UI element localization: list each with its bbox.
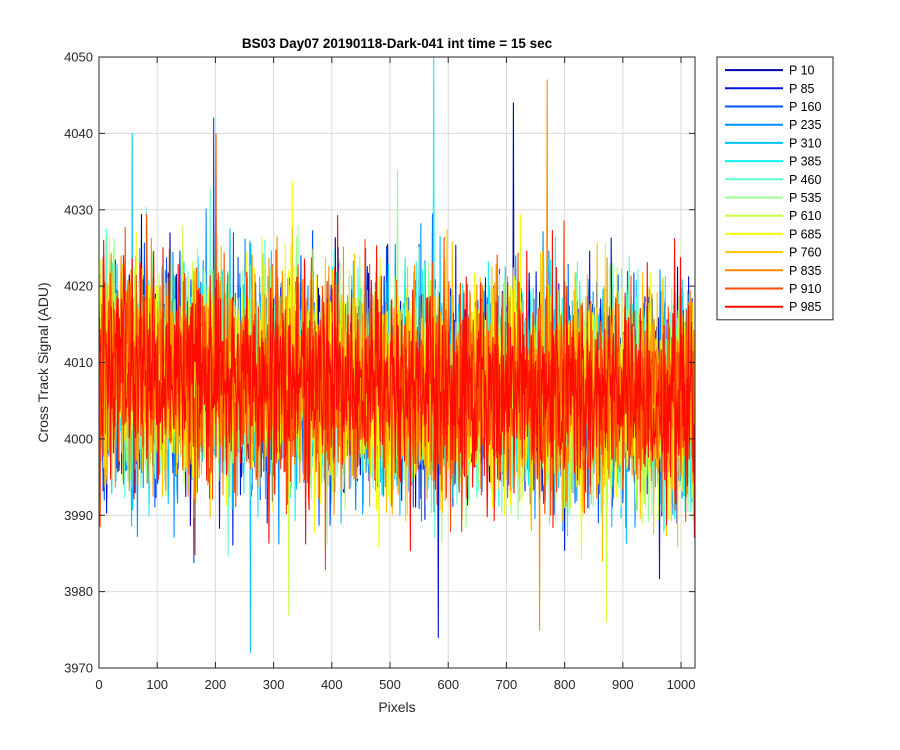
x-axis-label: Pixels (378, 699, 415, 715)
tick-labels: 0 100 200 300 400 500 600 700 800 900 1000 3970 3980… (64, 50, 695, 693)
legend-label-p-835: P 835 (789, 264, 821, 278)
x-tick-label: 800 (554, 677, 576, 692)
y-tick-label: 4020 (64, 279, 93, 294)
x-tick-label: 300 (263, 677, 285, 692)
x-tick-label: 100 (146, 677, 168, 692)
legend-label-p-235: P 235 (789, 118, 821, 132)
y-tick-label: 3970 (64, 661, 93, 676)
x-tick-label: 1000 (667, 677, 696, 692)
x-tick-label: 0 (95, 677, 102, 692)
legend-label-p-610: P 610 (789, 209, 821, 223)
y-tick-label: 4010 (64, 355, 93, 370)
x-tick-label: 700 (496, 677, 518, 692)
y-tick-label: 4030 (64, 202, 93, 217)
legend-label-p-85: P 85 (789, 82, 815, 96)
legend-label-p-160: P 160 (789, 100, 821, 114)
x-tick-label: 500 (379, 677, 401, 692)
y-tick-label: 4050 (64, 50, 93, 65)
x-tick-label: 600 (437, 677, 459, 692)
series-group (99, 57, 695, 654)
legend-label-p-760: P 760 (789, 246, 821, 260)
chart-title: BS03 Day07 20190118-Dark-041 int time = … (242, 36, 553, 51)
legend-label-p-385: P 385 (789, 155, 821, 169)
legend-label-p-535: P 535 (789, 191, 821, 205)
legend-label-p-10: P 10 (789, 64, 815, 78)
legend: P 10 P 85 P 160 P 235 P 310 P 385 P 460 P 535 P … (716, 56, 834, 321)
y-tick-label: 3990 (64, 508, 93, 523)
legend-label-p-460: P 460 (789, 173, 821, 187)
legend-label-p-985: P 985 (789, 300, 821, 314)
y-tick-label: 4040 (64, 126, 93, 141)
x-tick-label: 900 (612, 677, 634, 692)
x-tick-label: 200 (205, 677, 227, 692)
legend-label-p-685: P 685 (789, 227, 821, 241)
axes (98, 56, 696, 669)
legend-label-p-310: P 310 (789, 136, 821, 150)
y-tick-label: 3980 (64, 584, 93, 599)
legend-label-p-910: P 910 (789, 282, 821, 296)
y-axis-label: Cross Track Signal (ADU) (35, 282, 51, 442)
y-tick-label: 4000 (64, 431, 93, 446)
legend-box (716, 56, 834, 321)
x-tick-label: 400 (321, 677, 343, 692)
series-line-p-985 (99, 214, 695, 552)
